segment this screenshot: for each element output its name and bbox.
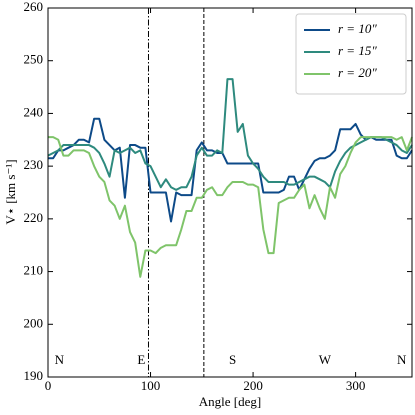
direction-label: N — [55, 352, 65, 367]
y-axis-label: V⋆ [km s⁻¹] — [3, 159, 18, 224]
legend-label: r = 15″ — [338, 43, 377, 58]
y-tick-label: 230 — [24, 157, 44, 172]
y-tick-label: 200 — [24, 315, 44, 330]
y-tick-label: 190 — [24, 368, 44, 383]
x-axis-label: Angle [deg] — [199, 394, 261, 409]
plot-frame — [47, 7, 413, 378]
direction-label: E — [137, 352, 145, 367]
direction-label: W — [319, 352, 332, 367]
y-tick-label: 220 — [24, 210, 44, 225]
y-tick-label: 240 — [24, 104, 44, 119]
series-line — [48, 117, 413, 223]
direction-label: N — [397, 352, 407, 367]
x-tick-label: 100 — [141, 378, 161, 393]
series-line — [47, 78, 413, 191]
direction-label: S — [229, 352, 236, 367]
y-tick-label: 260 — [24, 0, 44, 14]
series-line — [48, 136, 413, 278]
y-tick-label: 250 — [24, 52, 44, 67]
x-tick-label: 300 — [346, 378, 366, 393]
y-tick-label: 210 — [24, 263, 44, 278]
x-tick-label: 200 — [243, 378, 263, 393]
legend-label: r = 20″ — [338, 65, 377, 80]
x-tick-label: 0 — [45, 378, 52, 393]
legend-label: r = 10″ — [338, 21, 377, 36]
